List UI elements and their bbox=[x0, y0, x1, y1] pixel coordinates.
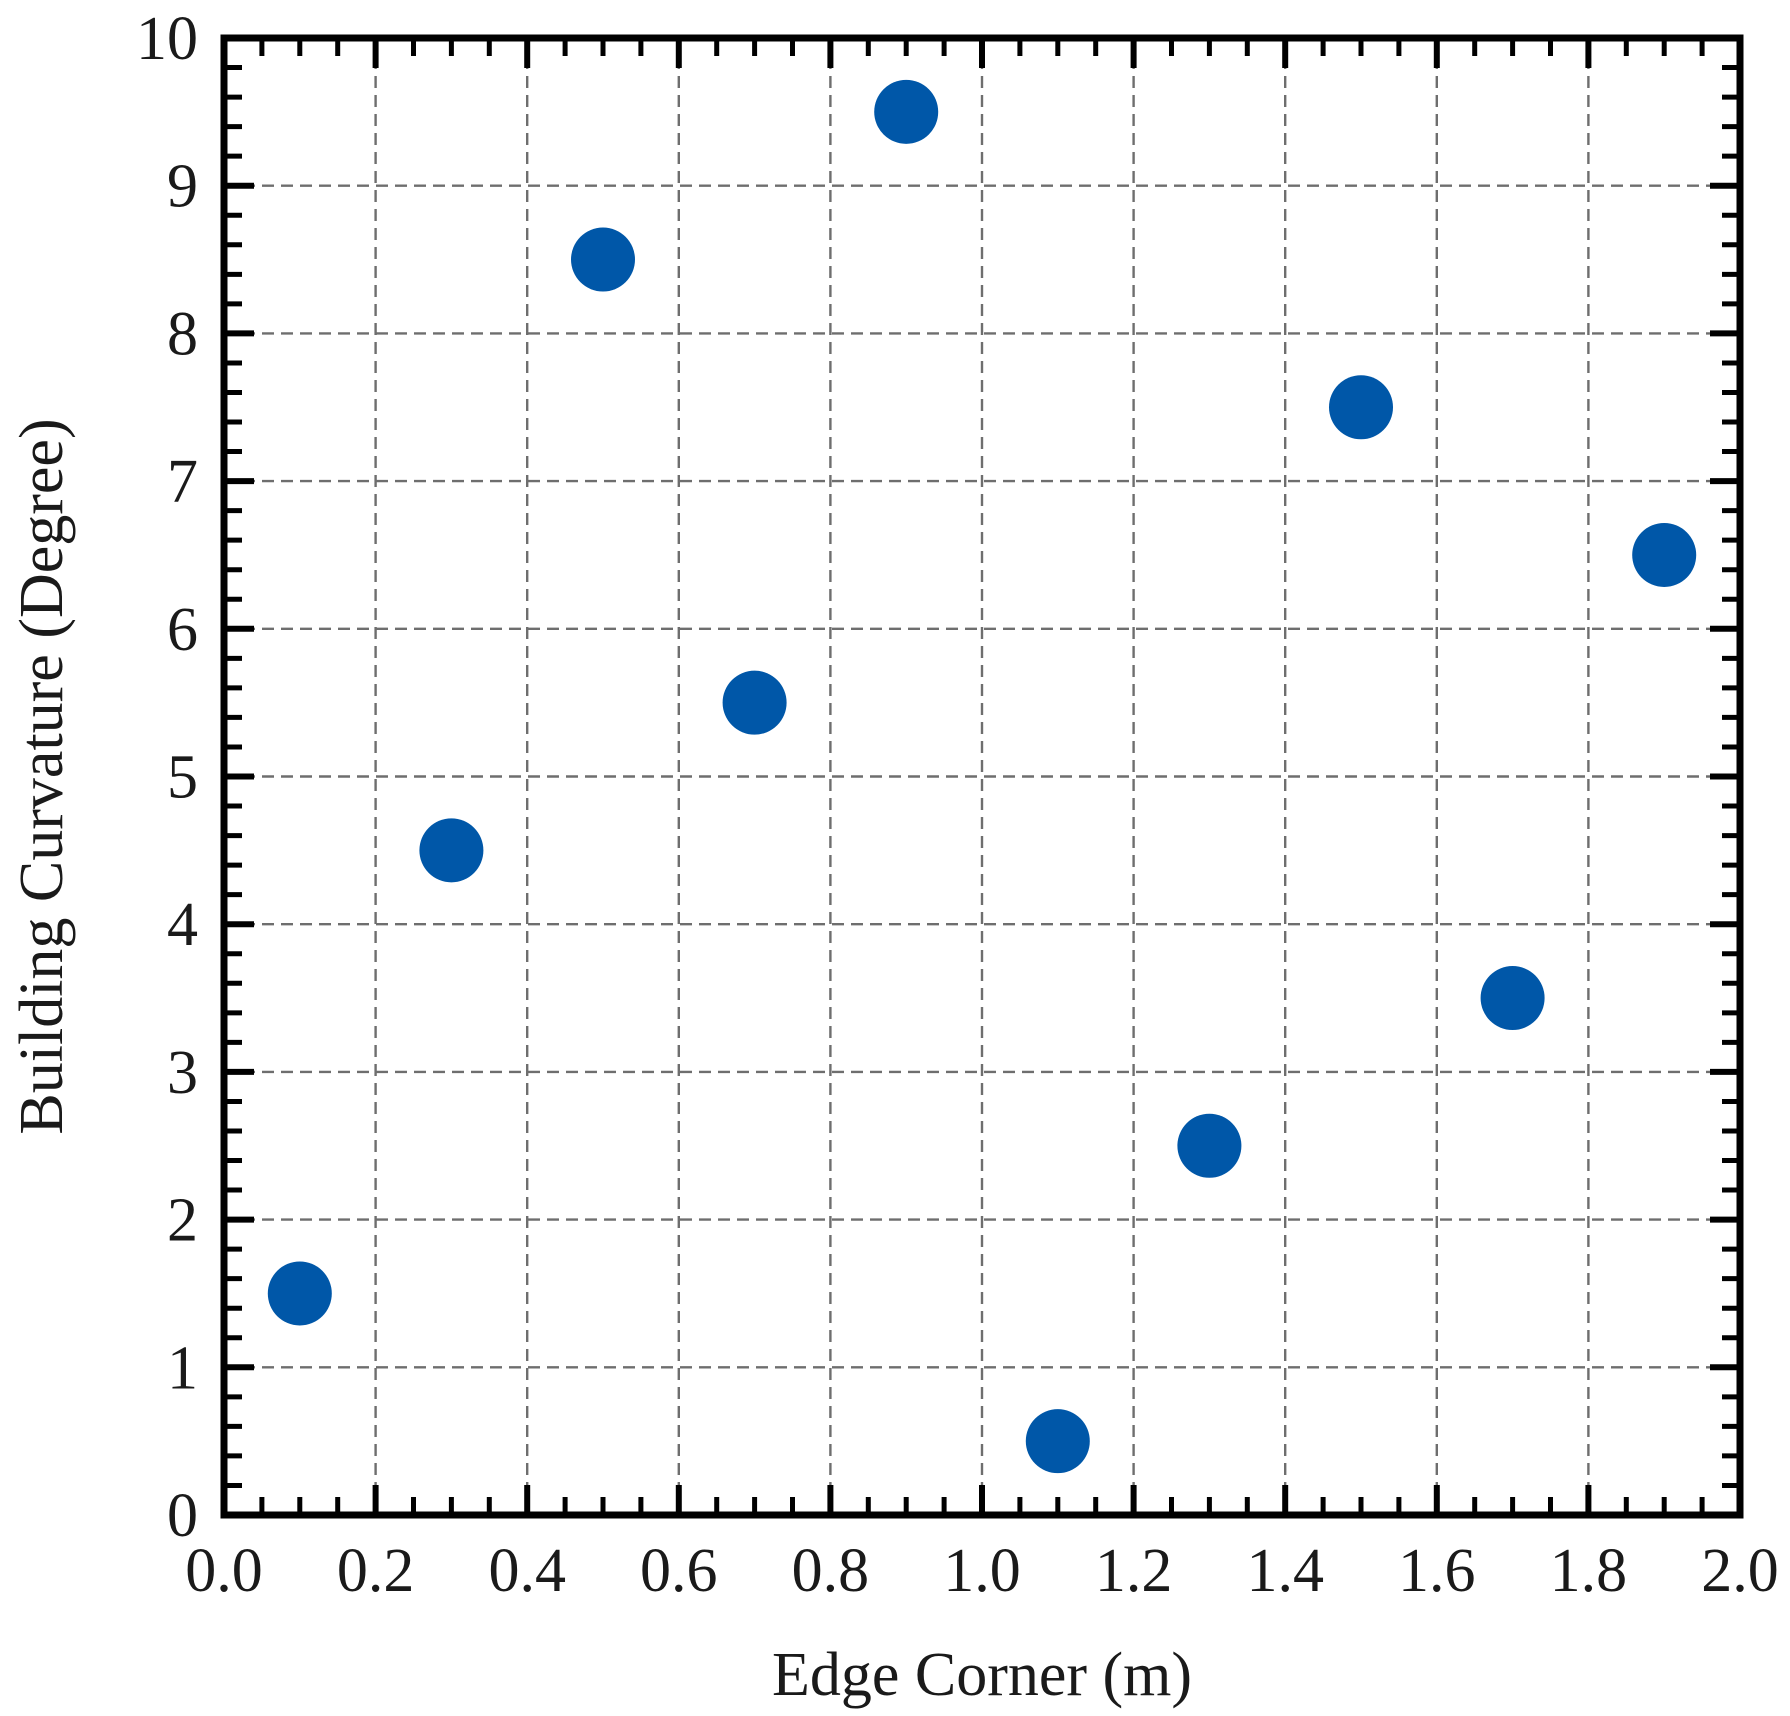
y-tick-label: 3 bbox=[167, 1039, 198, 1107]
x-tick-label: 1.4 bbox=[1246, 1537, 1324, 1605]
data-point bbox=[1480, 966, 1545, 1031]
data-point bbox=[571, 227, 635, 292]
y-tick-label: 10 bbox=[136, 5, 198, 73]
data-point bbox=[419, 818, 484, 883]
x-tick-label: 0.0 bbox=[185, 1537, 263, 1605]
x-tick-label: 2.0 bbox=[1701, 1537, 1779, 1605]
x-tick-label: 0.8 bbox=[792, 1537, 870, 1605]
x-tick-label: 1.2 bbox=[1095, 1537, 1173, 1605]
y-tick-label: 9 bbox=[167, 153, 198, 221]
y-tick-label: 4 bbox=[167, 891, 198, 959]
x-axis-label: Edge Corner (m) bbox=[772, 1641, 1192, 1709]
data-point bbox=[1177, 1113, 1242, 1178]
data-point bbox=[267, 1261, 332, 1326]
data-point bbox=[874, 79, 939, 144]
y-tick-label: 5 bbox=[167, 744, 198, 812]
data-point bbox=[1329, 375, 1393, 440]
data-point bbox=[722, 670, 787, 735]
plot-frame bbox=[220, 34, 1744, 1519]
x-tick-label: 1.0 bbox=[943, 1537, 1021, 1605]
y-tick-label: 6 bbox=[167, 596, 198, 664]
x-tick-label: 0.4 bbox=[488, 1537, 566, 1605]
y-tick-label: 0 bbox=[167, 1482, 198, 1550]
x-tick-labels: 0.0 0.2 0.4 0.6 0.8 1.0 1.2 1.4 1.6 1.8 2.0 bbox=[185, 1537, 1779, 1605]
y-tick-label: 7 bbox=[167, 448, 198, 516]
x-tick-label: 1.8 bbox=[1550, 1537, 1628, 1605]
y-tick-label: 8 bbox=[167, 300, 198, 368]
y-tick-labels: 0 1 2 3 4 5 6 7 8 9 10 bbox=[136, 5, 198, 1550]
data-point bbox=[1025, 1409, 1090, 1474]
grid-lines bbox=[224, 38, 1740, 1515]
y-tick-label: 2 bbox=[167, 1187, 198, 1255]
data-points bbox=[267, 79, 1697, 1474]
data-point bbox=[1632, 522, 1697, 587]
y-axis-label: Building Curvature (Degree) bbox=[8, 418, 76, 1134]
x-tick-label: 0.6 bbox=[640, 1537, 718, 1605]
x-tick-label: 0.2 bbox=[337, 1537, 415, 1605]
x-tick-label: 1.6 bbox=[1398, 1537, 1476, 1605]
y-tick-label: 1 bbox=[167, 1334, 198, 1402]
